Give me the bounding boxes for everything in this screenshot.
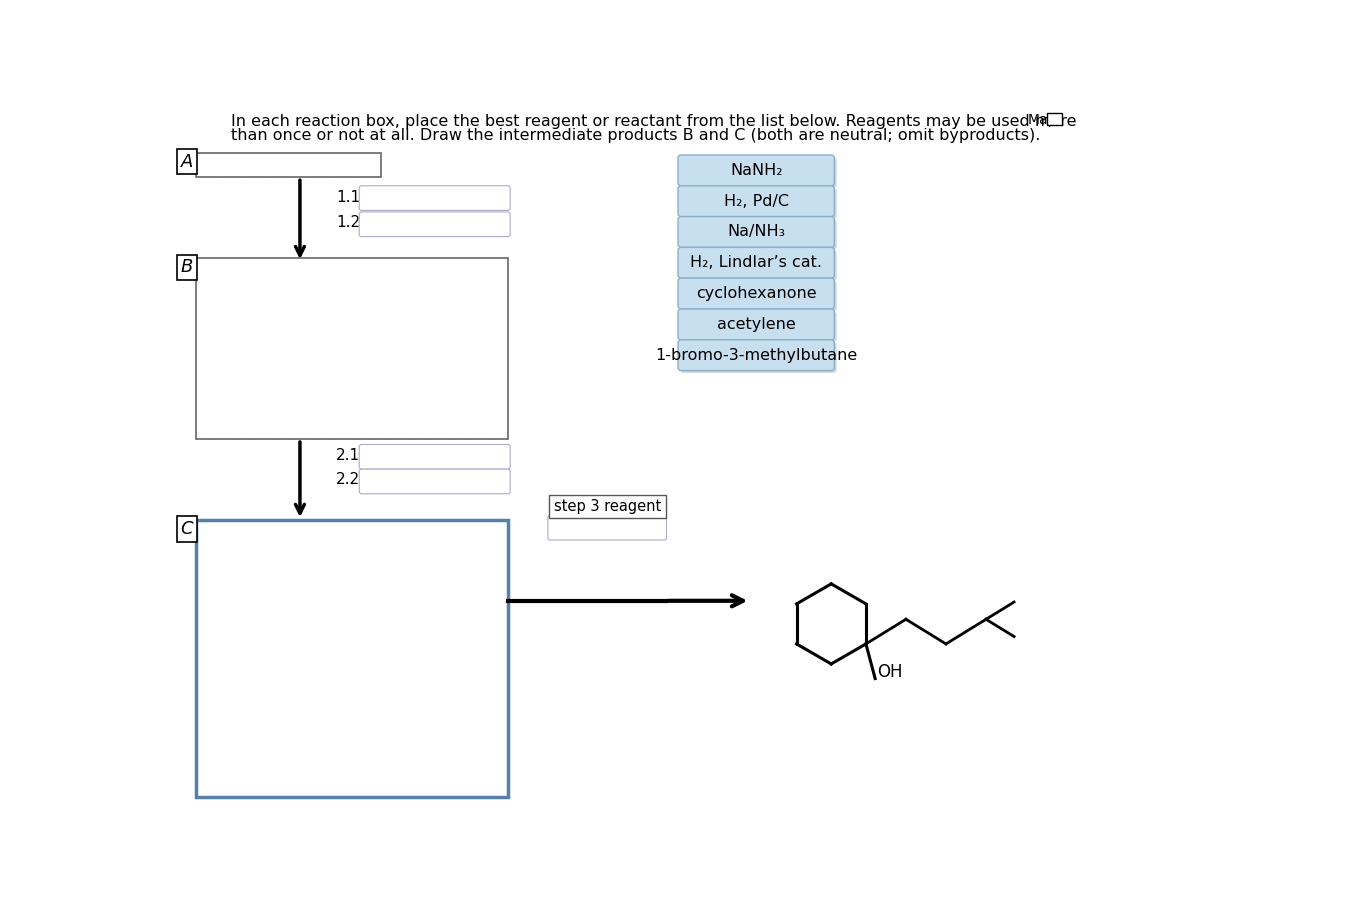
Text: 1-bromo-3-methylbutane: 1-bromo-3-methylbutane bbox=[655, 347, 857, 363]
Text: 1.1): 1.1) bbox=[336, 189, 366, 204]
Bar bbox=[1047, 112, 1062, 125]
Text: Map: Map bbox=[1028, 112, 1058, 127]
FancyBboxPatch shape bbox=[678, 278, 834, 309]
Text: C: C bbox=[180, 520, 193, 538]
FancyBboxPatch shape bbox=[548, 516, 666, 540]
FancyBboxPatch shape bbox=[678, 185, 834, 217]
FancyBboxPatch shape bbox=[681, 249, 837, 281]
Bar bbox=[197, 153, 381, 177]
Text: than once or not at all. Draw the intermediate products B and C (both are neutra: than once or not at all. Draw the interm… bbox=[231, 128, 1040, 143]
FancyBboxPatch shape bbox=[359, 445, 510, 469]
Text: H₂, Lindlar’s cat.: H₂, Lindlar’s cat. bbox=[690, 256, 822, 270]
FancyBboxPatch shape bbox=[681, 158, 837, 188]
FancyBboxPatch shape bbox=[681, 219, 837, 249]
FancyBboxPatch shape bbox=[678, 155, 834, 185]
Bar bbox=[197, 520, 508, 797]
FancyBboxPatch shape bbox=[359, 469, 510, 494]
FancyBboxPatch shape bbox=[678, 340, 834, 371]
Text: B: B bbox=[180, 258, 193, 276]
FancyBboxPatch shape bbox=[359, 185, 510, 211]
Text: NaNH₂: NaNH₂ bbox=[730, 163, 782, 178]
Text: OH: OH bbox=[877, 663, 903, 681]
Text: A: A bbox=[180, 153, 193, 171]
FancyBboxPatch shape bbox=[681, 281, 837, 311]
FancyBboxPatch shape bbox=[681, 311, 837, 342]
FancyBboxPatch shape bbox=[678, 309, 834, 340]
Text: 2.2): 2.2) bbox=[336, 472, 366, 487]
FancyBboxPatch shape bbox=[678, 217, 834, 248]
FancyBboxPatch shape bbox=[681, 188, 837, 219]
Text: In each reaction box, place the best reagent or reactant from the list below. Re: In each reaction box, place the best rea… bbox=[231, 114, 1077, 130]
FancyBboxPatch shape bbox=[549, 495, 666, 518]
Text: acetylene: acetylene bbox=[717, 317, 796, 332]
Text: cyclohexanone: cyclohexanone bbox=[696, 286, 816, 302]
FancyBboxPatch shape bbox=[359, 212, 510, 237]
Bar bbox=[197, 258, 508, 439]
FancyBboxPatch shape bbox=[678, 248, 834, 278]
Text: 1.2): 1.2) bbox=[336, 214, 366, 230]
Text: Na/NH₃: Na/NH₃ bbox=[727, 224, 785, 239]
Text: H₂, Pd/C: H₂, Pd/C bbox=[724, 194, 789, 209]
Text: 2.1): 2.1) bbox=[336, 447, 366, 462]
FancyBboxPatch shape bbox=[681, 342, 837, 373]
Text: step 3 reagent: step 3 reagent bbox=[553, 499, 660, 514]
